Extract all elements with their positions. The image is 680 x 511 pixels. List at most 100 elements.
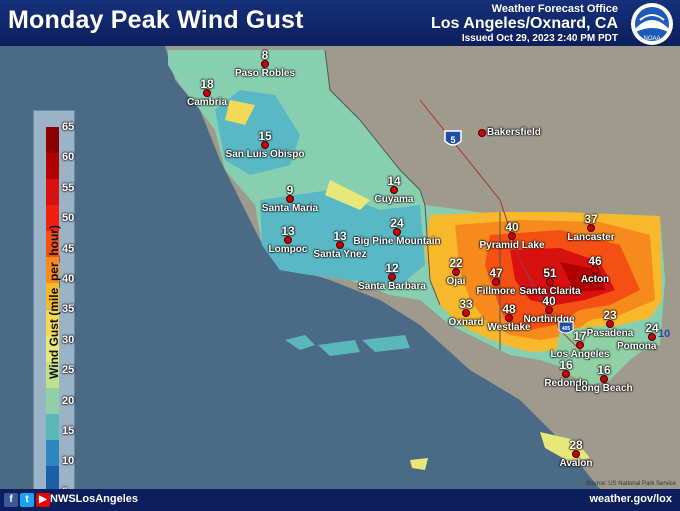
issued-time: Issued Oct 29, 2023 2:40 PM PDT [461,33,618,44]
legend-swatch [46,257,59,284]
station-marker [261,60,269,68]
legend-tick-label: 55 [62,181,75,194]
station-marker [452,268,460,276]
station-name: Long Beach [575,383,633,394]
station-value: 33 [459,297,473,311]
social-handle[interactable]: NWSLosAngeles [50,493,139,505]
legend-tick-label: 50 [62,212,75,225]
station-value: 18 [200,77,214,91]
station-marker [545,306,553,314]
legend-swatch [46,205,59,232]
legend-swatch [46,465,59,489]
legend-swatch [46,361,59,388]
island-santa-rosa [318,340,360,356]
station-name: Santa Maria [261,203,319,214]
station-marker [606,320,614,328]
station-value: 47 [489,266,503,280]
station-name: Los Angeles [550,349,610,360]
logo-text: NOAA [643,36,660,42]
station-value: 23 [603,308,617,322]
station-marker [492,278,500,286]
legend-title: Wind Gust (mile_per_hour) [47,225,61,379]
station-value: 24 [390,216,404,230]
noaa-logo-icon: NOAA [631,3,673,45]
island-san-miguel [285,335,315,350]
station-marker [390,186,398,194]
legend-swatch [46,179,59,206]
station-value: 9 [286,183,294,197]
station-value: 37 [584,212,598,226]
legend-swatch [46,387,59,414]
legend-swatch [46,231,59,258]
legend-tick-label: 15 [62,425,75,437]
station-name: Santa Ynez [313,249,367,260]
island-santa-cruz [362,335,410,352]
office-name: Weather Forecast Office [491,3,618,15]
map-canvas [165,46,680,489]
station-name: Santa Barbara [358,281,426,292]
station-marker [572,450,580,458]
interstate-10-label: 10 [658,328,671,340]
legend-tick-label: 40 [62,273,75,285]
legend-tick-label: 45 [62,242,75,255]
svg-text:5: 5 [450,135,455,145]
station-name: Avalon [559,458,593,469]
station-value: 22 [449,256,463,270]
station-marker [505,314,513,322]
station-name: Cuyama [374,194,414,205]
footer-bar: f t ▶ NWSLosAngeles weather.gov/lox [0,489,680,511]
station-name: San Luis Obispo [225,149,305,160]
station-marker [546,278,554,286]
station-marker [388,273,396,281]
station-value: 13 [281,224,295,238]
station-value: 40 [505,220,519,234]
station-value: 40 [542,294,556,308]
station-marker [203,89,211,97]
station-marker [462,309,470,317]
legend-tick-label: 25 [62,364,75,377]
website-link[interactable]: weather.gov/lox [589,493,672,505]
station-value: 16 [597,363,611,377]
station-marker [508,232,516,240]
header-bar: Monday Peak Wind Gust Weather Forecast O… [0,0,680,46]
station-name: Ojai [446,276,466,287]
legend-swatch [46,335,59,362]
legend-tick-label: 35 [62,303,75,316]
legend-swatch [46,153,59,180]
station-marker [284,236,292,244]
station-marker [261,141,269,149]
station-value: 13 [333,229,347,243]
station-marker [286,195,294,203]
station-marker [336,241,344,249]
social-icons: f t ▶ [4,493,50,507]
station-name: Cambria [186,97,228,108]
station-value: 51 [543,266,557,280]
zone-la-basin [555,325,650,385]
station-marker [648,333,656,341]
station-marker [393,228,401,236]
zone-coastal-blue [260,190,425,285]
map-title: Monday Peak Wind Gust [8,6,304,34]
station-value: 14 [387,174,401,188]
station-marker [587,224,595,232]
legend-swatch [46,309,59,336]
twitter-icon[interactable]: t [20,493,34,507]
legend-swatch [46,127,59,154]
legend-swatch [46,283,59,310]
facebook-icon[interactable]: f [4,493,18,507]
station-marker [600,375,608,383]
station-value: 8 [261,48,269,62]
station-name: Fillmore [476,286,516,297]
legend-tick-label: 65 [62,121,75,133]
station-name: Santa Clarita [519,286,581,297]
wind-gust-map: 65 60 55 50 45 40 35 30 25 20 15 10 5 Wind Gust (mil… [0,46,680,489]
legend-tick-label: 60 [62,151,75,164]
station-value: 46 [588,254,602,268]
station-value: 12 [385,261,399,275]
legend-tick-label: 5 [62,486,68,489]
station-value: 48 [502,302,516,316]
station-name: Paso Robles [234,68,296,79]
station-name: Lancaster [567,232,615,243]
station-marker [562,370,570,378]
youtube-icon[interactable]: ▶ [36,493,50,507]
